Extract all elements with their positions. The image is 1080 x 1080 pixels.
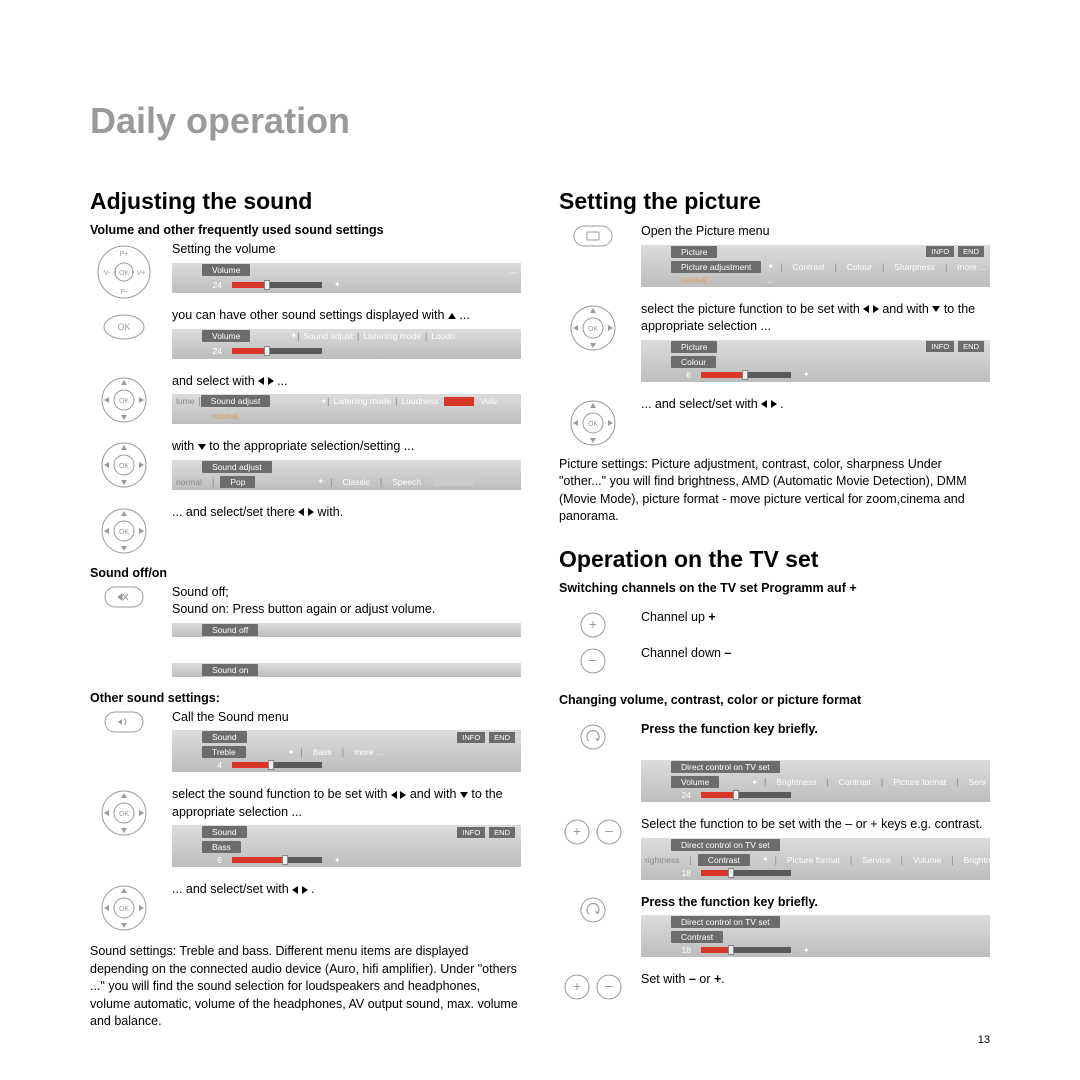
svg-text:P-: P- xyxy=(121,289,129,296)
sub-changing-vol: Changing volume, contrast, color or pict… xyxy=(559,693,990,707)
nav-ring-icon xyxy=(99,440,149,490)
osd-sound-on-pill: Sound on xyxy=(172,663,521,677)
h2-adjusting-sound: Adjusting the sound xyxy=(90,188,521,215)
sub-sound-off-on: Sound off/on xyxy=(90,566,521,580)
text-press-fn-1: Press the function key briefly. xyxy=(641,721,990,739)
nav-ring-icon xyxy=(568,303,618,353)
svg-text:+: + xyxy=(573,823,581,839)
osd-sound-off-pill: Sound off xyxy=(172,623,521,637)
text-select-set-there: ... and select/set there with. xyxy=(172,504,521,522)
text-press-fn-2: Press the function key briefly. xyxy=(641,894,990,912)
osd-volume-tabs: Volume✦|Sound adjust|Listening mode|Loud… xyxy=(172,329,521,359)
nav-ring-icon xyxy=(99,788,149,838)
svg-text:OK: OK xyxy=(119,270,129,277)
svg-text:V+: V+ xyxy=(137,270,146,277)
svg-text:+: + xyxy=(573,978,581,994)
text-select-fn-pm: Select the function to be set with the –… xyxy=(641,816,990,834)
text-and-select-set: ... and select/set with . xyxy=(172,881,521,899)
text-sound-on: Sound on: Press button again or adjust v… xyxy=(172,601,521,619)
minus-button-icon: – xyxy=(595,973,623,1001)
nav-ring-icon xyxy=(99,375,149,425)
text-and-select-set-2: ... and select/set with . xyxy=(641,396,990,414)
channel-up-icon: + xyxy=(579,611,607,639)
osd-sound-adjust-2: Sound adjust normal|Pop✦|Classic|Speech xyxy=(172,460,521,490)
text-sound-footer: Sound settings: Treble and bass. Differe… xyxy=(90,943,521,1031)
osd-direct-2: Direct control on TV set rightness|Contr… xyxy=(641,838,990,880)
page-number: 13 xyxy=(978,1034,990,1046)
text-select-with: and select with ... xyxy=(172,373,521,391)
nav-ring-icon xyxy=(568,398,618,448)
volume-rocker-icon: OK V- V+ P+ P- xyxy=(95,243,153,301)
text-with-down: with to the appropriate selection/settin… xyxy=(172,438,521,456)
h2-setting-picture: Setting the picture xyxy=(559,188,990,215)
text-open-picture: Open the Picture menu xyxy=(641,223,990,241)
osd-volume: Volume... 24✦ xyxy=(172,263,521,293)
svg-text:–: – xyxy=(605,822,613,838)
text-sound-off: Sound off; xyxy=(172,584,521,602)
osd-direct-3: Direct control on TV set Contrast 18✦ xyxy=(641,915,990,957)
osd-direct-1: Direct control on TV set Volume✦|Brightn… xyxy=(641,760,990,802)
sub-other-sound: Other sound settings: xyxy=(90,691,521,705)
channel-down-icon: – xyxy=(579,647,607,675)
nav-ring-icon xyxy=(99,506,149,556)
function-key-icon xyxy=(579,896,607,924)
svg-text:+: + xyxy=(589,616,597,632)
svg-text:V-: V- xyxy=(104,270,111,277)
mute-button-icon xyxy=(104,586,144,608)
svg-text:–: – xyxy=(589,651,597,667)
osd-bass: SoundINFOEND Bass 6✦ xyxy=(172,825,521,867)
svg-text:P+: P+ xyxy=(120,251,129,258)
text-channel-up: Channel up + xyxy=(641,609,990,627)
picture-menu-button-icon xyxy=(573,225,613,247)
text-set-with: Set with – or +. xyxy=(641,971,990,989)
left-column: Adjusting the sound Volume and other fre… xyxy=(90,188,521,1031)
h2-operation-tv: Operation on the TV set xyxy=(559,546,990,573)
osd-picture: PictureINFOEND Picture adjustment✦|Contr… xyxy=(641,245,990,287)
ok-button-icon: OK xyxy=(99,309,149,345)
sound-menu-button-icon xyxy=(104,711,144,733)
function-key-icon xyxy=(579,723,607,751)
nav-ring-icon xyxy=(99,883,149,933)
svg-text:OK: OK xyxy=(117,322,130,332)
plus-button-icon: + xyxy=(563,973,591,1001)
right-column: Setting the picture Open the Picture men… xyxy=(559,188,990,1031)
sub-volume-freq: Volume and other frequently used sound s… xyxy=(90,223,521,237)
text-call-sound-menu: Call the Sound menu xyxy=(172,709,521,727)
page-title: Daily operation xyxy=(90,100,990,142)
svg-text:–: – xyxy=(605,977,613,993)
text-picture-footer: Picture settings: Picture adjustment, co… xyxy=(559,456,990,526)
text-select-pic-fn: select the picture function to be set wi… xyxy=(641,301,990,336)
minus-button-icon: – xyxy=(595,818,623,846)
text-setting-volume: Setting the volume xyxy=(172,241,521,259)
sub-switching-channels: Switching channels on the TV set Program… xyxy=(559,581,990,595)
osd-sound-menu: SoundINFOEND Treble✦|Bass|more ... 4 xyxy=(172,730,521,772)
text-channel-down: Channel down – xyxy=(641,645,990,663)
text-select-sound-fn: select the sound function to be set with… xyxy=(172,786,521,821)
plus-button-icon: + xyxy=(563,818,591,846)
osd-colour: PictureINFOEND Colour 6✦ xyxy=(641,340,990,382)
osd-sound-adjust: lume|Sound adjust✦|Listening mode|Loudne… xyxy=(172,394,521,424)
text-other-displayed: you can have other sound settings displa… xyxy=(172,307,521,325)
